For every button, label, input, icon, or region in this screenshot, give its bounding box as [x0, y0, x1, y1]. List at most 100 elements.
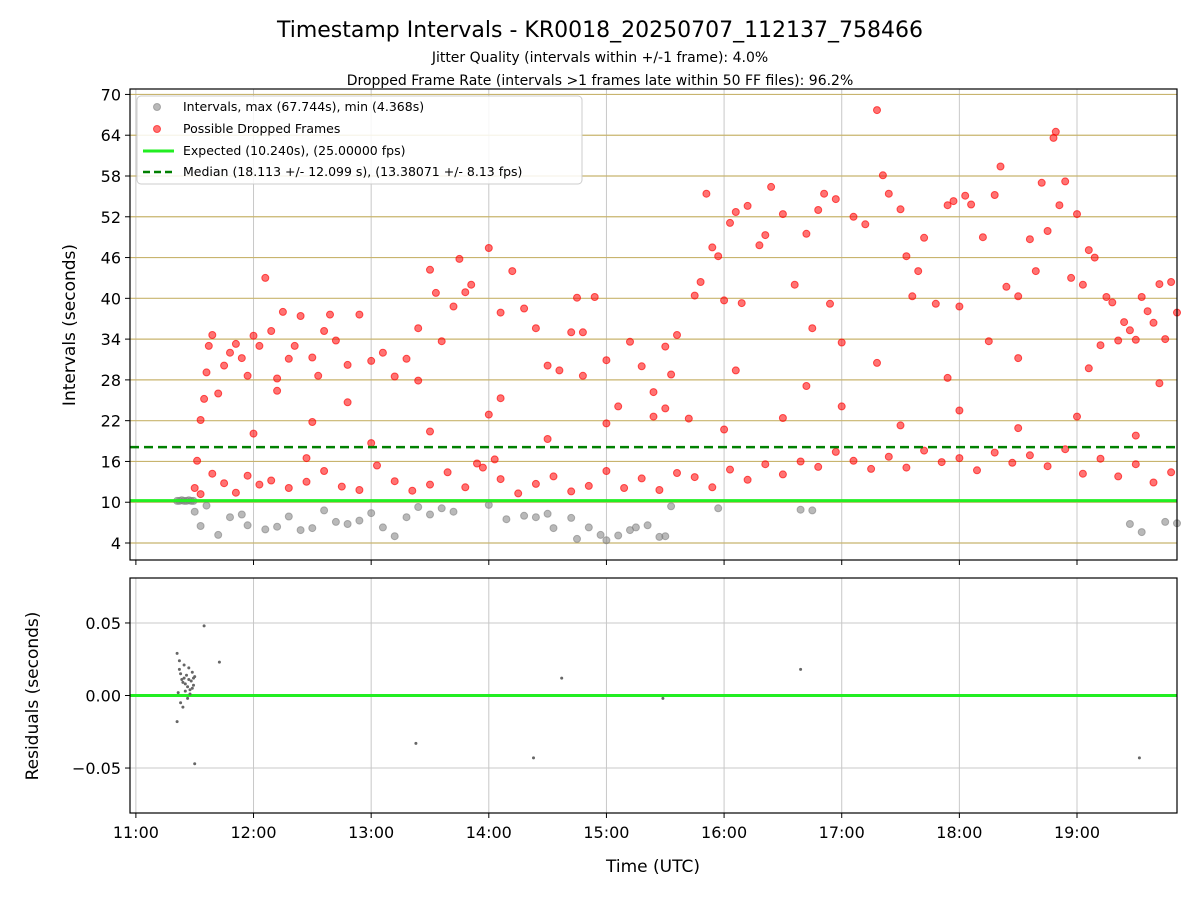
- dropped-frame-point: [778, 470, 787, 479]
- dropped-frame-point: [1025, 235, 1034, 244]
- dropped-frame-point: [796, 457, 805, 466]
- intervals-y-tick-label: 46: [101, 249, 121, 268]
- interval-point: [320, 506, 329, 515]
- legend-dropped-marker: [153, 125, 161, 133]
- dropped-frame-point: [373, 461, 381, 470]
- dropped-frame-point: [390, 477, 399, 486]
- dropped-frame-point: [496, 475, 505, 484]
- dropped-frame-point: [761, 460, 770, 469]
- dropped-frame-point: [414, 376, 423, 385]
- dropped-frame-point: [778, 414, 787, 422]
- dropped-frame-point: [273, 386, 282, 395]
- dropped-frame-point: [1155, 379, 1164, 388]
- x-tick-label: 13:00: [348, 823, 394, 842]
- intervals-y-tick-label: 16: [101, 452, 121, 471]
- dropped-frame-point: [902, 252, 911, 261]
- dropped-frame-point: [243, 371, 252, 380]
- dropped-frame-point: [1131, 460, 1140, 469]
- interval-point: [296, 526, 305, 535]
- dropped-frame-point: [326, 310, 334, 319]
- intervals-y-tick-label: 70: [101, 85, 121, 104]
- interval-point: [543, 509, 552, 518]
- dropped-frame-point: [426, 480, 434, 489]
- dropped-frame-point: [1084, 246, 1093, 255]
- dropped-frame-point: [1167, 278, 1176, 286]
- dropped-frame-point: [849, 212, 858, 221]
- dropped-frame-point: [196, 416, 205, 424]
- dropped-frame-point: [1031, 267, 1040, 276]
- dropped-frame-point: [726, 465, 734, 474]
- residuals-y-axis: 0.05 0.00 −0.05: [72, 614, 130, 778]
- dropped-frame-point: [743, 201, 752, 210]
- dropped-frame-point: [661, 342, 670, 351]
- dropped-frame-point: [1043, 227, 1052, 235]
- intervals-y-tick-label: 10: [101, 493, 121, 512]
- dropped-frame-point: [831, 195, 840, 204]
- residual-point: [189, 679, 193, 683]
- dropped-frame-point: [220, 361, 229, 370]
- interval-point: [190, 507, 199, 516]
- dropped-frame-point: [443, 468, 452, 477]
- dropped-frame-point: [284, 354, 293, 363]
- dropped-frame-point: [431, 288, 440, 297]
- dropped-frame-point: [602, 467, 611, 475]
- interval-point: [261, 525, 270, 534]
- dropped-frame-point: [573, 293, 581, 302]
- intervals-y-axis: 4 10 16 22 28 34 40 46 52 58 64 70: [101, 85, 130, 553]
- residual-point: [190, 686, 194, 690]
- dropped-frame-point: [284, 484, 293, 492]
- dropped-frame-point: [873, 358, 881, 367]
- dropped-frame-point: [655, 486, 664, 494]
- chart-subtitle-jitter: Jitter Quality (intervals within +/-1 fr…: [431, 50, 768, 66]
- dropped-frame-point: [755, 241, 764, 250]
- dropped-frame-point: [461, 483, 470, 492]
- dropped-frame-point: [1002, 282, 1011, 291]
- dropped-frame-point: [1078, 280, 1087, 289]
- x-tick-label: 12:00: [230, 823, 276, 842]
- dropped-frame-point: [1155, 280, 1164, 289]
- dropped-frame-point: [193, 456, 202, 465]
- residual-point: [193, 762, 197, 766]
- intervals-x-ticks: [135, 560, 1078, 565]
- dropped-frame-point: [637, 474, 646, 483]
- legend-intervals-marker: [153, 103, 161, 111]
- dropped-frame-point: [426, 427, 434, 436]
- dropped-frame-point: [1108, 298, 1117, 307]
- residuals-y-tick-label: −0.05: [72, 759, 121, 778]
- dropped-frame-point: [461, 288, 470, 297]
- interval-point: [426, 510, 434, 519]
- intervals-y-tick-label: 64: [101, 126, 121, 145]
- dropped-frame-point: [337, 482, 346, 491]
- dropped-frame-point: [496, 308, 505, 317]
- dropped-frame-point: [1061, 177, 1070, 186]
- dropped-frame-point: [367, 356, 376, 365]
- dropped-frame-point: [884, 452, 893, 461]
- dropped-frame-point: [308, 418, 317, 426]
- interval-point: [520, 511, 529, 520]
- interval-point: [796, 505, 805, 514]
- dropped-frame-point: [831, 447, 840, 456]
- intervals-axes-frame: [129, 88, 1178, 561]
- residual-point: [181, 705, 185, 709]
- residual-point: [177, 659, 181, 663]
- dropped-frame-point: [590, 293, 599, 301]
- dropped-frame-point: [814, 462, 823, 471]
- dropped-frame-point: [1102, 293, 1111, 301]
- dropped-frame-point: [867, 464, 876, 473]
- dropped-frame-point: [884, 189, 893, 198]
- intervals-y-tick-label: 40: [101, 289, 121, 308]
- residuals-y-tick-label: 0.05: [85, 614, 121, 633]
- residual-point: [661, 696, 665, 700]
- dropped-frame-point: [961, 191, 970, 200]
- interval-point: [714, 504, 723, 513]
- dropped-frame-point: [467, 280, 476, 289]
- dropped-frame-point: [249, 331, 258, 340]
- dropped-frame-point: [196, 490, 205, 499]
- dropped-frame-point: [937, 458, 946, 467]
- dropped-frame-point: [826, 299, 834, 308]
- dropped-frame-point: [920, 446, 929, 455]
- dropped-frame-point: [1114, 472, 1123, 481]
- dropped-frame-point: [473, 459, 481, 468]
- dropped-frame-point: [861, 220, 870, 229]
- interval-point: [1137, 528, 1146, 537]
